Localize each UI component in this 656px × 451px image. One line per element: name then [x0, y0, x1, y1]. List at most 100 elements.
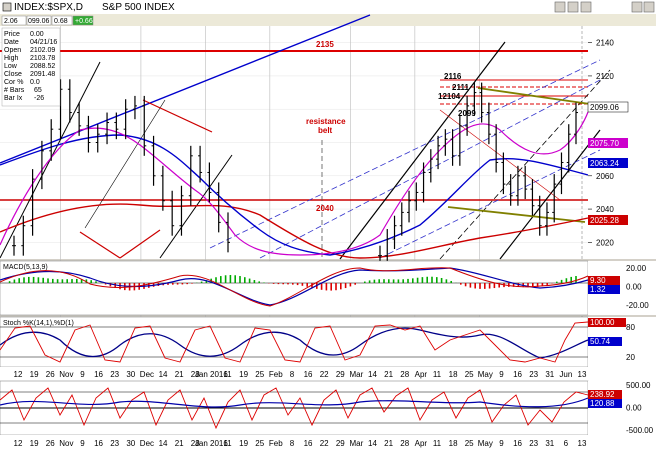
- toolbar-field-3[interactable]: [51, 15, 73, 26]
- ohlc-bar: [508, 174, 513, 206]
- macd-histogram-bar: [18, 278, 20, 283]
- macd-histogram-bar: [340, 283, 342, 290]
- macd-histogram-bar: [431, 276, 433, 283]
- macd-histogram-bar: [570, 276, 572, 283]
- close-button[interactable]: [631, 1, 643, 13]
- macd-histogram-bar: [56, 279, 59, 283]
- window-title: INDEX:$SPX,D: [14, 2, 83, 13]
- macd-histogram-bar: [95, 281, 97, 283]
- date-tick-top: 16: [513, 370, 522, 379]
- macd-histogram-bar: [37, 277, 40, 283]
- macd-histogram-bar: [85, 279, 88, 283]
- date-tick-top: Mar: [350, 370, 364, 379]
- macd-ticks-label: 20.00: [626, 264, 647, 273]
- macd-histogram-bar: [42, 277, 44, 283]
- date-tick-bottom: 28: [400, 439, 409, 448]
- ohlc-bar: [198, 145, 203, 183]
- macd-panel[interactable]: [0, 260, 589, 316]
- macd-histogram-bar: [244, 277, 246, 283]
- date-tick-bottom: 19: [239, 439, 248, 448]
- macd-histogram-bar: [258, 281, 260, 283]
- macd-histogram-bar: [392, 279, 395, 283]
- minimize-button[interactable]: [554, 1, 566, 13]
- macd-histogram-bar: [272, 283, 275, 284]
- macd-histogram-bar: [378, 279, 380, 283]
- toolbar-field-2[interactable]: [26, 15, 52, 26]
- date-tick-bottom: 6: [564, 439, 569, 448]
- ohlc-bar: [566, 124, 571, 173]
- price-tag-last: 2099.06: [587, 101, 629, 113]
- macd-histogram-bar: [479, 283, 481, 289]
- maximize-button[interactable]: [567, 1, 579, 13]
- macd-histogram-bar: [354, 283, 356, 285]
- ohlc-bar: [170, 190, 175, 236]
- macd-histogram-bar: [556, 281, 558, 283]
- ohlc-bar: [407, 190, 412, 223]
- readout-cor-label: Cor %: [4, 79, 23, 86]
- ohlc-bar: [86, 115, 91, 153]
- restore-down-button[interactable]: [643, 1, 655, 13]
- cci-tag-2: 120.88: [590, 399, 615, 408]
- ohlc-bar: [486, 102, 491, 145]
- date-tick-bottom: 28: [191, 439, 200, 448]
- stoch-axis: 80 20: [626, 323, 635, 362]
- price-tick-label: 2040: [596, 205, 614, 214]
- macd-histogram-bar: [90, 280, 92, 283]
- toolbar-change-badge[interactable]: [72, 15, 94, 26]
- readout-barix-label: Bar Ix: [4, 95, 23, 102]
- price-tick-label: 2020: [596, 238, 614, 247]
- ohlc-bar: [574, 102, 578, 145]
- ohlc-bar: [450, 129, 455, 166]
- macd-histogram-bar: [32, 276, 35, 283]
- ohlc-bar: [49, 119, 54, 161]
- date-tick-top: 23: [529, 370, 538, 379]
- date-tick-top: 11: [223, 370, 232, 379]
- macd-histogram-bar: [253, 280, 256, 283]
- ohlc-bar: [399, 202, 404, 236]
- ma-red-200: [0, 203, 589, 259]
- date-tick-bottom: 9: [499, 439, 504, 448]
- readout-open-label: Open: [4, 47, 21, 54]
- ohlc-bar: [105, 112, 110, 145]
- channel-line-6: [439, 69, 611, 260]
- date-tick-bottom: 31: [545, 439, 554, 448]
- macd-histogram-bar: [440, 277, 443, 283]
- stoch-panel[interactable]: [0, 316, 589, 368]
- price-tag-last-value: 2099.06: [590, 103, 619, 112]
- ohlc-bar: [494, 124, 499, 173]
- blue-trendline: [0, 14, 371, 164]
- date-tick-top: 11: [433, 370, 442, 379]
- ohlc-bar: [160, 165, 165, 211]
- toolbar-field-1[interactable]: [1, 15, 27, 26]
- restore-button[interactable]: [580, 1, 592, 13]
- ohlc-bar: [95, 124, 100, 153]
- macd-histogram-bar: [248, 278, 251, 283]
- macd-histogram-bar: [407, 278, 409, 283]
- macd-histogram-bar: [215, 277, 217, 283]
- macd-histogram-bar: [488, 283, 491, 289]
- macd-histogram-bar: [282, 283, 284, 285]
- macd-histogram-bar: [191, 283, 193, 284]
- ohlc-bar: [501, 152, 506, 195]
- ohlc-bar: [123, 99, 128, 140]
- readout-low-value: 2088.52: [30, 63, 55, 70]
- date-tick-top: 9: [80, 370, 85, 379]
- macd-histogram-bar: [460, 283, 462, 285]
- olive-wedge-bottom: [447, 206, 586, 223]
- ohlc-bar: [472, 82, 477, 116]
- date-tick-top: 9: [499, 370, 504, 379]
- macd-histogram-bar: [224, 275, 227, 283]
- date-tick-bottom: 22: [320, 439, 329, 448]
- date-tick-top: May: [478, 370, 493, 379]
- price-tag-ma50-value: 2063.24: [590, 159, 619, 168]
- macd-histogram-bar: [330, 283, 332, 291]
- blue-dashed-2: [259, 79, 601, 259]
- date-tick-top: Dec: [140, 370, 154, 379]
- ohlc-bar: [537, 195, 542, 236]
- readout-date-label: Date: [4, 39, 19, 46]
- channel-line-5: [499, 129, 601, 260]
- ohlc-bar: [443, 129, 448, 156]
- macd-histogram-bar: [167, 283, 169, 285]
- macd-histogram-bar: [368, 280, 371, 283]
- date-tick-top: 29: [336, 370, 345, 379]
